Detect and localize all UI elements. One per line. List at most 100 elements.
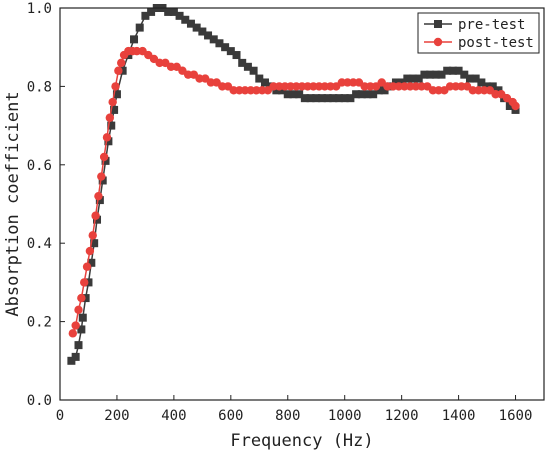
data-point [77,293,86,303]
x-tick-label: 0 [56,408,64,424]
x-tick-label: 1600 [499,408,533,424]
y-axis-ticks: 0.0 0.2 0.4 0.6 0.8 1.0 [27,1,65,409]
data-point [82,262,92,271]
data-point [71,352,80,361]
x-tick-label: 1200 [385,408,419,424]
data-point [198,27,207,36]
data-point [391,78,400,87]
data-point [369,90,378,99]
legend: pre-test post-test [417,12,540,54]
data-point [74,305,83,315]
y-tick-label: 0.0 [27,393,52,409]
data-point [88,231,97,240]
data-point [117,58,126,68]
data-point [84,278,93,287]
data-point [90,239,99,248]
data-point [175,11,184,20]
data-point [114,66,123,75]
data-point [289,90,298,99]
data-point [99,152,109,162]
data-point [130,35,139,44]
y-tick-label: 1.0 [27,1,52,17]
data-point [108,97,117,107]
data-point [329,94,338,103]
data-point [118,66,127,75]
y-tick-label: 0.8 [27,79,52,95]
data-point [67,356,76,365]
legend-marker-post-test [433,37,443,47]
data-point [192,23,201,32]
x-axis-ticks: 0 200 400 600 800 1000 1200 1400 1600 [56,395,533,424]
data-point [477,78,486,87]
data-point [380,86,389,95]
y-tick-label: 0.2 [27,315,52,331]
data-point [471,74,480,83]
data-point [80,278,89,287]
data-point [181,15,190,24]
data-point [87,258,96,267]
data-point [91,211,100,220]
data-point [494,86,503,95]
data-point [283,90,292,99]
data-point [102,133,112,142]
x-axis-label: Frequency (Hz) [230,431,373,451]
data-point [300,94,309,103]
data-point [403,74,412,83]
data-point [77,325,86,334]
data-point [352,90,361,99]
data-point [68,329,78,338]
data-point [111,82,120,91]
data-point [226,47,235,56]
series-line-pre-test [70,7,516,362]
x-tick-label: 1400 [442,408,476,424]
data-point [78,313,87,322]
data-point [186,19,195,28]
data-point [295,90,304,99]
data-point [74,341,83,350]
data-point [278,86,287,95]
data-point [437,70,446,79]
data-point [511,101,520,111]
data-point [71,321,80,330]
x-tick-label: 600 [218,408,243,424]
y-tick-label: 0.4 [27,236,52,252]
data-point [107,121,116,130]
data-point [420,70,429,79]
data-point [397,78,406,87]
data-point [112,90,121,99]
data-point [169,7,178,16]
data-point [414,74,423,83]
legend-label-post-test: post-test [458,35,534,51]
data-point [204,31,213,40]
data-point [363,90,372,99]
legend-label-pre-test: pre-test [458,17,525,33]
data-point [147,7,156,16]
data-point [249,66,258,75]
data-point [97,172,106,181]
x-tick-label: 200 [104,408,129,424]
data-point [141,11,150,20]
data-point [465,74,474,83]
y-axis-label: Absorption coefficient [3,91,23,316]
data-point [306,94,315,103]
x-tick-label: 400 [161,408,186,424]
data-point [135,23,144,32]
x-tick-label: 1000 [328,408,362,424]
data-point [488,82,497,91]
data-point [409,74,418,83]
data-point [323,94,332,103]
data-point [232,51,241,60]
data-point [105,113,115,122]
data-point [209,35,218,44]
data-point [238,58,247,67]
data-point [312,94,321,103]
data-point [317,94,326,103]
plot-frame [59,7,545,401]
data-point [110,105,119,114]
data-point [164,7,173,16]
data-point [483,82,492,91]
series-pre-test [67,4,520,365]
data-point [255,74,264,83]
y-tick-label: 0.6 [27,158,52,174]
data-point [243,62,252,71]
